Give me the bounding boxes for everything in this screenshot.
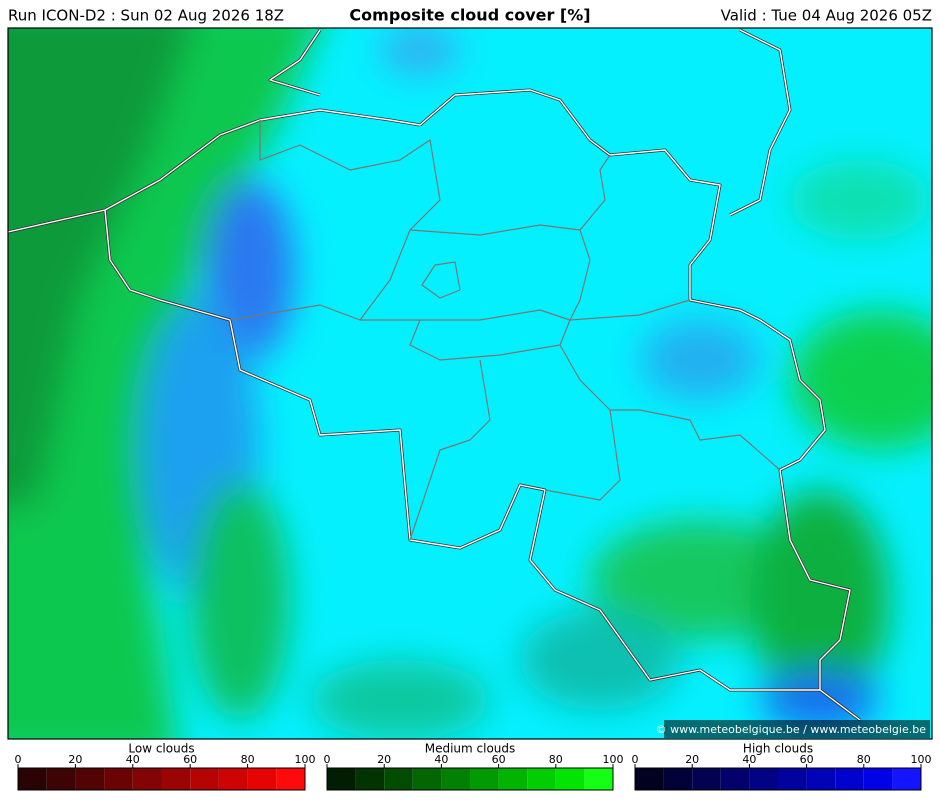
tick-label: 0: [632, 753, 639, 766]
color-step: [132, 768, 162, 790]
map-credit: © www.meteobelgique.be / www.meteobelgie…: [656, 723, 927, 736]
tick-label: 80: [549, 753, 563, 766]
color-step: [835, 768, 864, 790]
color-step: [749, 768, 778, 790]
color-step: [555, 768, 585, 790]
map: © www.meteobelgique.be / www.meteobelgie…: [8, 28, 932, 739]
color-step: [863, 768, 893, 790]
color-step: [663, 768, 693, 790]
color-step: [327, 768, 356, 790]
legend-frame: [326, 767, 614, 791]
color-step: [692, 768, 721, 790]
tick-label: 40: [434, 753, 448, 766]
color-step: [247, 768, 277, 790]
color-step: [190, 768, 219, 790]
map-frame: [7, 27, 933, 740]
color-step: [441, 768, 470, 790]
tick-label: 40: [126, 753, 140, 766]
tick-label: 80: [241, 753, 255, 766]
valid-label: Valid : Tue 04 Aug 2026 05Z: [721, 7, 932, 25]
tick-label: 60: [183, 753, 197, 766]
tick-label: 60: [800, 753, 814, 766]
color-step: [355, 768, 385, 790]
color-step: [527, 768, 556, 790]
map-title: Composite cloud cover [%]: [349, 6, 590, 25]
tick-label: 0: [15, 753, 22, 766]
color-step: [18, 768, 47, 790]
legend-title: Low clouds: [128, 742, 194, 756]
color-step: [161, 768, 191, 790]
tick-label: 100: [295, 753, 316, 766]
tick-label: 100: [911, 753, 932, 766]
tick-label: 0: [324, 753, 331, 766]
tick-label: 20: [68, 753, 82, 766]
color-step: [218, 768, 248, 790]
tick-label: 80: [857, 753, 871, 766]
color-step: [470, 768, 499, 790]
tick-label: 20: [377, 753, 391, 766]
color-step: [104, 768, 133, 790]
tick-label: 40: [742, 753, 756, 766]
color-step: [384, 768, 413, 790]
color-step: [46, 768, 76, 790]
run-label: Run ICON-D2 : Sun 02 Aug 2026 18Z: [8, 7, 284, 25]
tick-label: 60: [492, 753, 506, 766]
color-step: [498, 768, 528, 790]
legend-frame: [17, 767, 306, 791]
color-step: [778, 768, 807, 790]
legend-title: Medium clouds: [425, 742, 516, 756]
color-step: [806, 768, 836, 790]
color-step: [720, 768, 750, 790]
color-step: [892, 768, 921, 790]
legend-frame: [634, 767, 922, 791]
color-step: [584, 768, 613, 790]
tick-label: 20: [685, 753, 699, 766]
color-step: [276, 768, 305, 790]
color-step: [75, 768, 105, 790]
color-step: [635, 768, 664, 790]
tick-label: 100: [603, 753, 624, 766]
color-step: [412, 768, 442, 790]
legend-title: High clouds: [743, 742, 813, 756]
